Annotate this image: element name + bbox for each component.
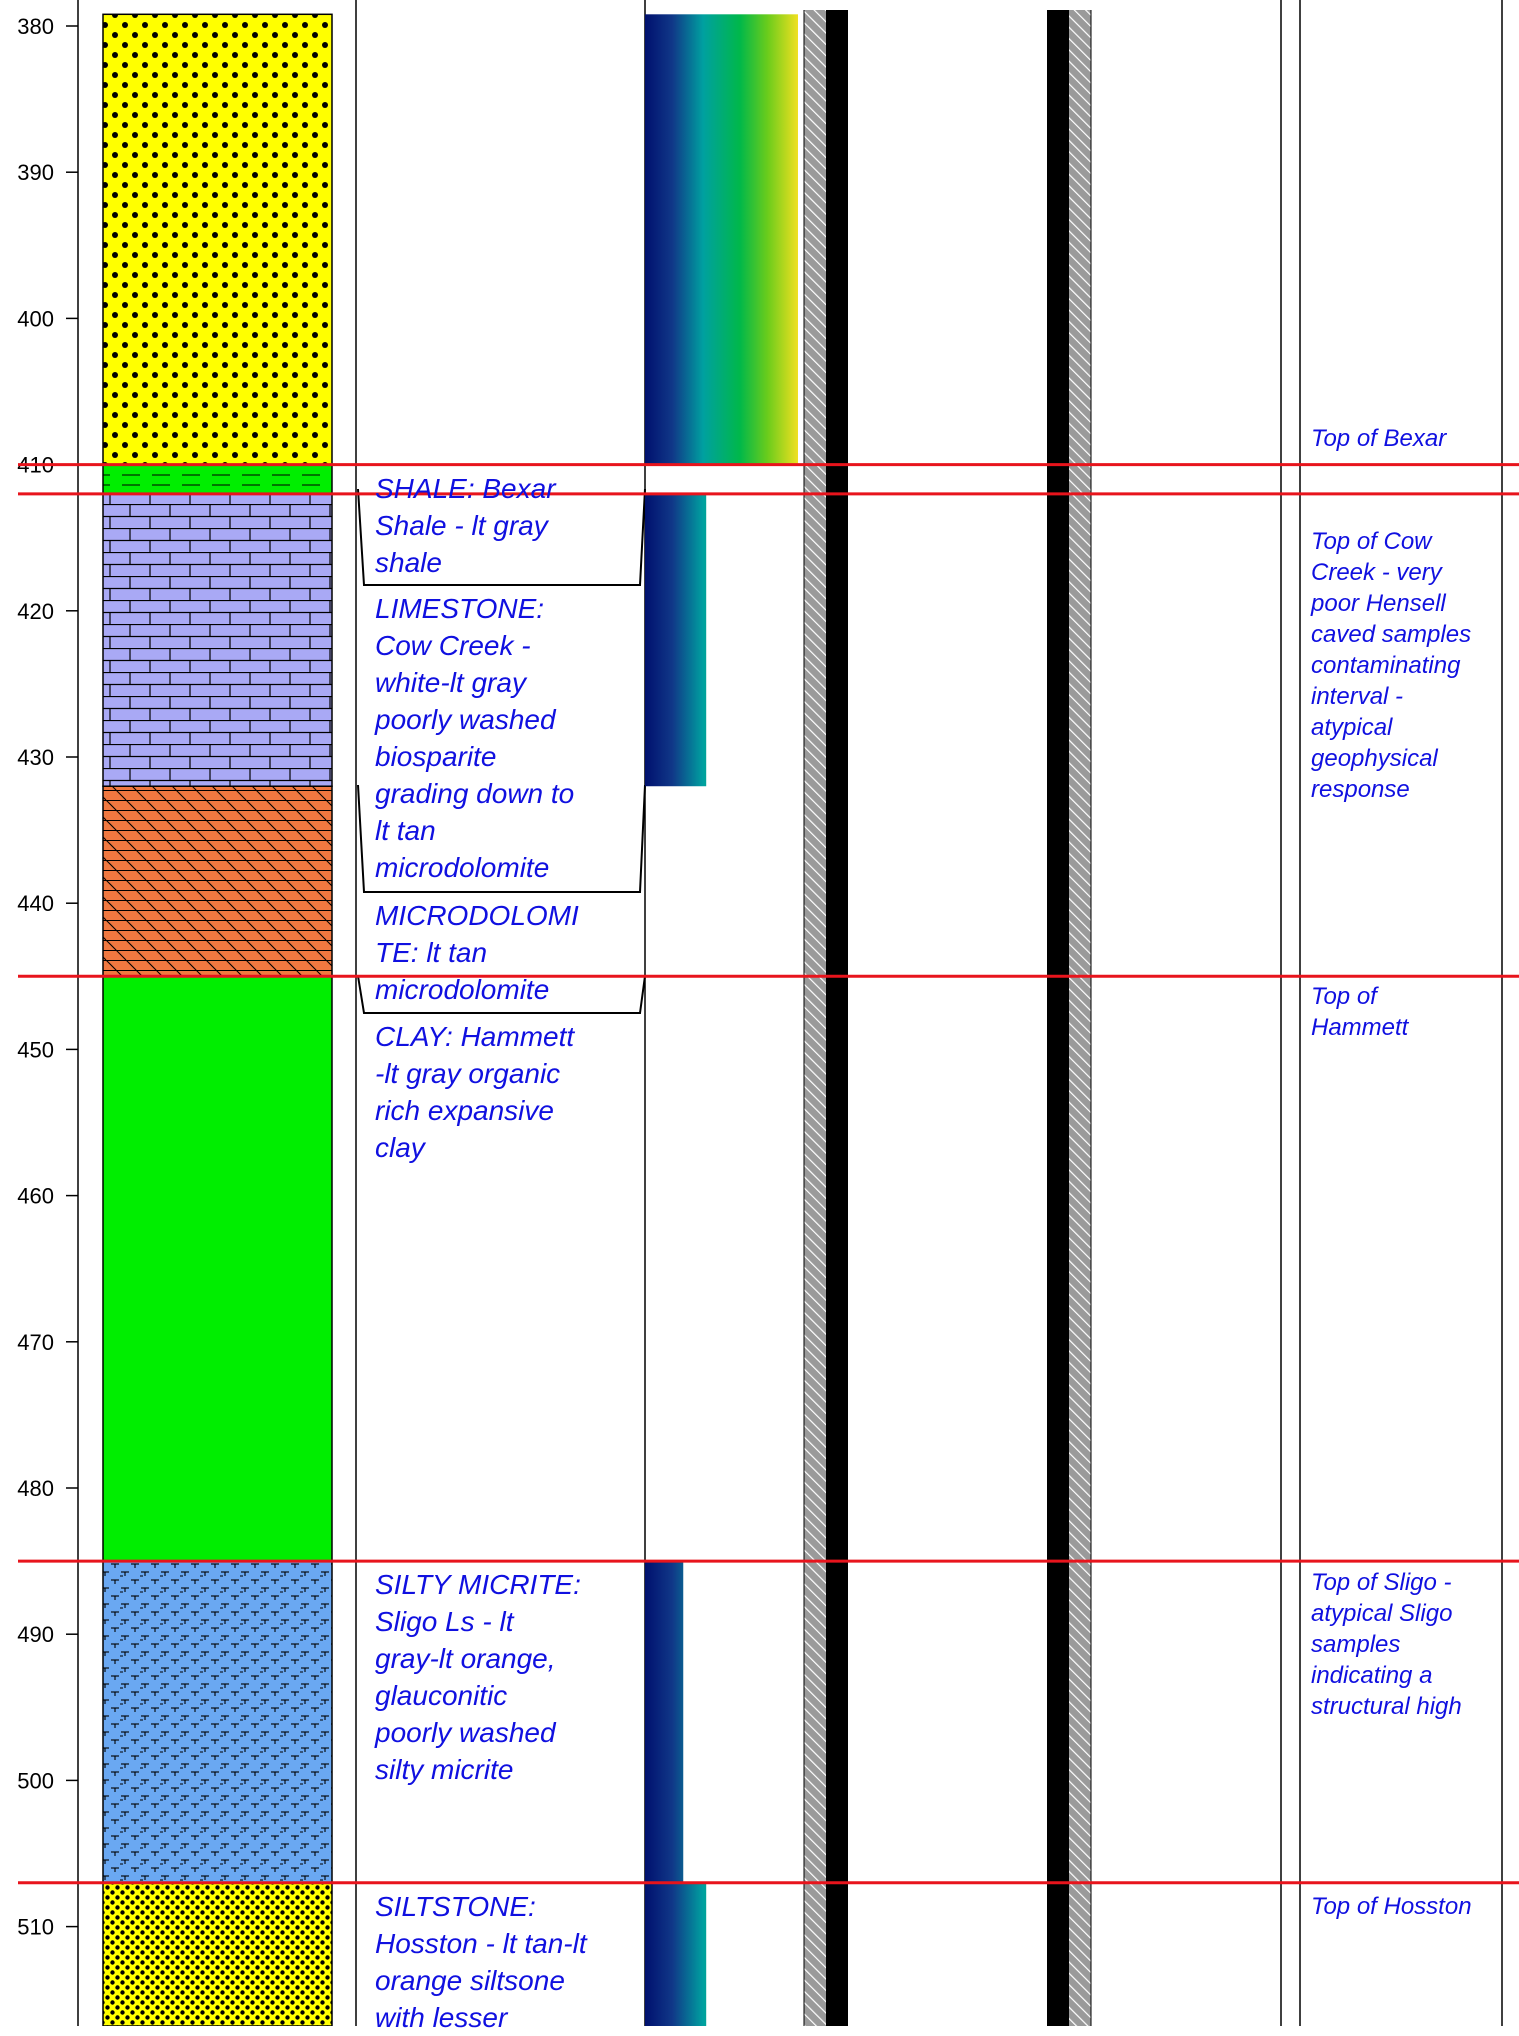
remark-line: Top of <box>1311 983 1377 1010</box>
remark-line: geophysical <box>1311 745 1438 772</box>
description-line: TE: lt tan <box>375 937 488 968</box>
grain-size-bar <box>645 14 798 465</box>
description-line: microdolomite <box>375 974 550 1005</box>
description-line: glauconitic <box>375 1680 508 1711</box>
lithology-shale <box>102 463 333 495</box>
depth-label: 470 <box>17 1330 54 1355</box>
remark-line: interval - <box>1311 683 1404 710</box>
description-shale: SHALE: Bexar Shale - lt gray shale <box>375 470 556 581</box>
depth-label: 440 <box>17 891 54 916</box>
remark-cow-creek: Top of Cow Creek - very poor Hensell cav… <box>1311 526 1511 805</box>
description-silty-micrite: SILTY MICRITE: Sligo Ls - lt gray-lt ora… <box>375 1566 581 1788</box>
remark-hosston: Top of Hosston <box>1311 1891 1511 1922</box>
description-line: Cow Creek - <box>375 630 531 661</box>
grain-size-track <box>645 14 798 2026</box>
description-clay: CLAY: Hammett -lt gray organic rich expa… <box>375 1018 574 1166</box>
lithology-clay <box>102 975 333 1562</box>
grain-size-bar <box>645 1882 707 2026</box>
remark-line: caved samples <box>1311 621 1472 648</box>
depth-label: 490 <box>17 1622 54 1647</box>
description-line: SILTY MICRITE: <box>375 1569 581 1600</box>
depth-label: 400 <box>17 306 54 331</box>
description-line: Sligo Ls - lt <box>375 1606 514 1637</box>
description-line: orange siltsone <box>375 1965 565 1996</box>
remark-line: response <box>1311 776 1410 803</box>
remark-line: Top of Sligo - <box>1311 1569 1452 1596</box>
description-line: SHALE: Bexar <box>375 473 556 504</box>
remark-line: Top of Hosston <box>1311 1893 1472 1920</box>
description-line: white-lt gray <box>375 667 526 698</box>
depth-label: 460 <box>17 1184 54 1209</box>
remark-hammett: Top of Hammett <box>1311 981 1511 1043</box>
remark-sligo: Top of Sligo - atypical Sligo samples in… <box>1311 1567 1511 1722</box>
description-line: poorly washed <box>375 1717 556 1748</box>
remark-line: poor Hensell <box>1311 590 1446 617</box>
lithology-dolomite <box>102 785 333 978</box>
remark-line: Top of Bexar <box>1311 425 1447 452</box>
lithology-sand <box>102 13 333 466</box>
depth-axis: 3803904004104204304404504604704804905005… <box>17 14 78 1940</box>
remark-line: indicating a <box>1311 1662 1433 1689</box>
depth-label: 450 <box>17 1037 54 1062</box>
bracket-shale <box>357 488 646 586</box>
depth-label: 500 <box>17 1768 54 1793</box>
bracket-limestone <box>357 784 646 893</box>
description-brackets <box>357 488 646 1014</box>
remark-line: structural high <box>1311 1693 1462 1720</box>
description-siltstone: SILTSTONE: Hosston - lt tan-lt orange si… <box>375 1888 587 2036</box>
description-line: microdolomite <box>375 852 550 883</box>
bracket-dolomite <box>357 975 646 1014</box>
description-dolomite: MICRODOLOMI TE: lt tan microdolomite <box>375 897 579 1008</box>
remark-line: Hammett <box>1311 1014 1409 1041</box>
depth-label: 480 <box>17 1476 54 1501</box>
lithology-column <box>102 13 333 2026</box>
remark-line: samples <box>1311 1631 1401 1658</box>
lithology-limestone <box>102 493 333 787</box>
casing-right-pipe <box>1047 10 1069 2026</box>
description-line: shale <box>375 547 442 578</box>
description-line: MICRODOLOMI <box>375 900 579 931</box>
remark-line: Creek - very <box>1311 559 1442 586</box>
description-line: SILTSTONE: <box>375 1891 536 1922</box>
grain-size-bar <box>645 493 707 787</box>
description-line: lt tan <box>375 815 436 846</box>
casing-left-pipe <box>826 10 848 2026</box>
description-line: Shale - lt gray <box>375 510 548 541</box>
remark-line: Top of Cow <box>1311 528 1432 555</box>
description-line: Hosston - lt tan-lt <box>375 1928 587 1959</box>
depth-label: 430 <box>17 745 54 770</box>
grain-bar-group <box>645 14 798 465</box>
description-line: silty micrite <box>375 1754 514 1785</box>
description-line: biosparite <box>375 741 497 772</box>
description-line: clay <box>375 1132 425 1163</box>
description-line: rich expansive <box>375 1095 554 1126</box>
depth-label: 420 <box>17 599 54 624</box>
remark-line: contaminating <box>1311 652 1461 679</box>
description-line: grading down to <box>375 778 575 809</box>
remark-bexar: Top of Bexar <box>1311 423 1511 454</box>
lithology-silty-micrite <box>102 1560 333 1884</box>
depth-label: 390 <box>17 160 54 185</box>
formation-top-lines <box>18 463 1519 1885</box>
description-line: gray-lt orange, <box>375 1643 556 1674</box>
wellbore-columns <box>803 10 1092 2026</box>
depth-label: 510 <box>17 1915 54 1940</box>
grain-bar-group <box>645 1561 684 1883</box>
description-line: with lesser <box>375 2002 508 2033</box>
grain-bar-group <box>645 1882 707 2026</box>
description-line: -lt gray organic <box>375 1058 561 1089</box>
description-line: LIMESTONE: <box>375 593 545 624</box>
casing-right-hatch <box>1069 10 1091 2026</box>
description-limestone: LIMESTONE: Cow Creek - white-lt gray poo… <box>375 590 574 886</box>
lithology-siltstone <box>102 1881 333 2026</box>
casing-left-hatch <box>804 10 826 2026</box>
depth-label: 380 <box>17 14 54 39</box>
grain-size-bar <box>645 1561 684 1883</box>
remark-line: atypical Sligo <box>1311 1600 1453 1627</box>
description-line: poorly washed <box>375 704 556 735</box>
grain-bar-group <box>645 493 707 787</box>
remark-line: atypical <box>1311 714 1393 741</box>
description-line: CLAY: Hammett <box>375 1021 575 1052</box>
